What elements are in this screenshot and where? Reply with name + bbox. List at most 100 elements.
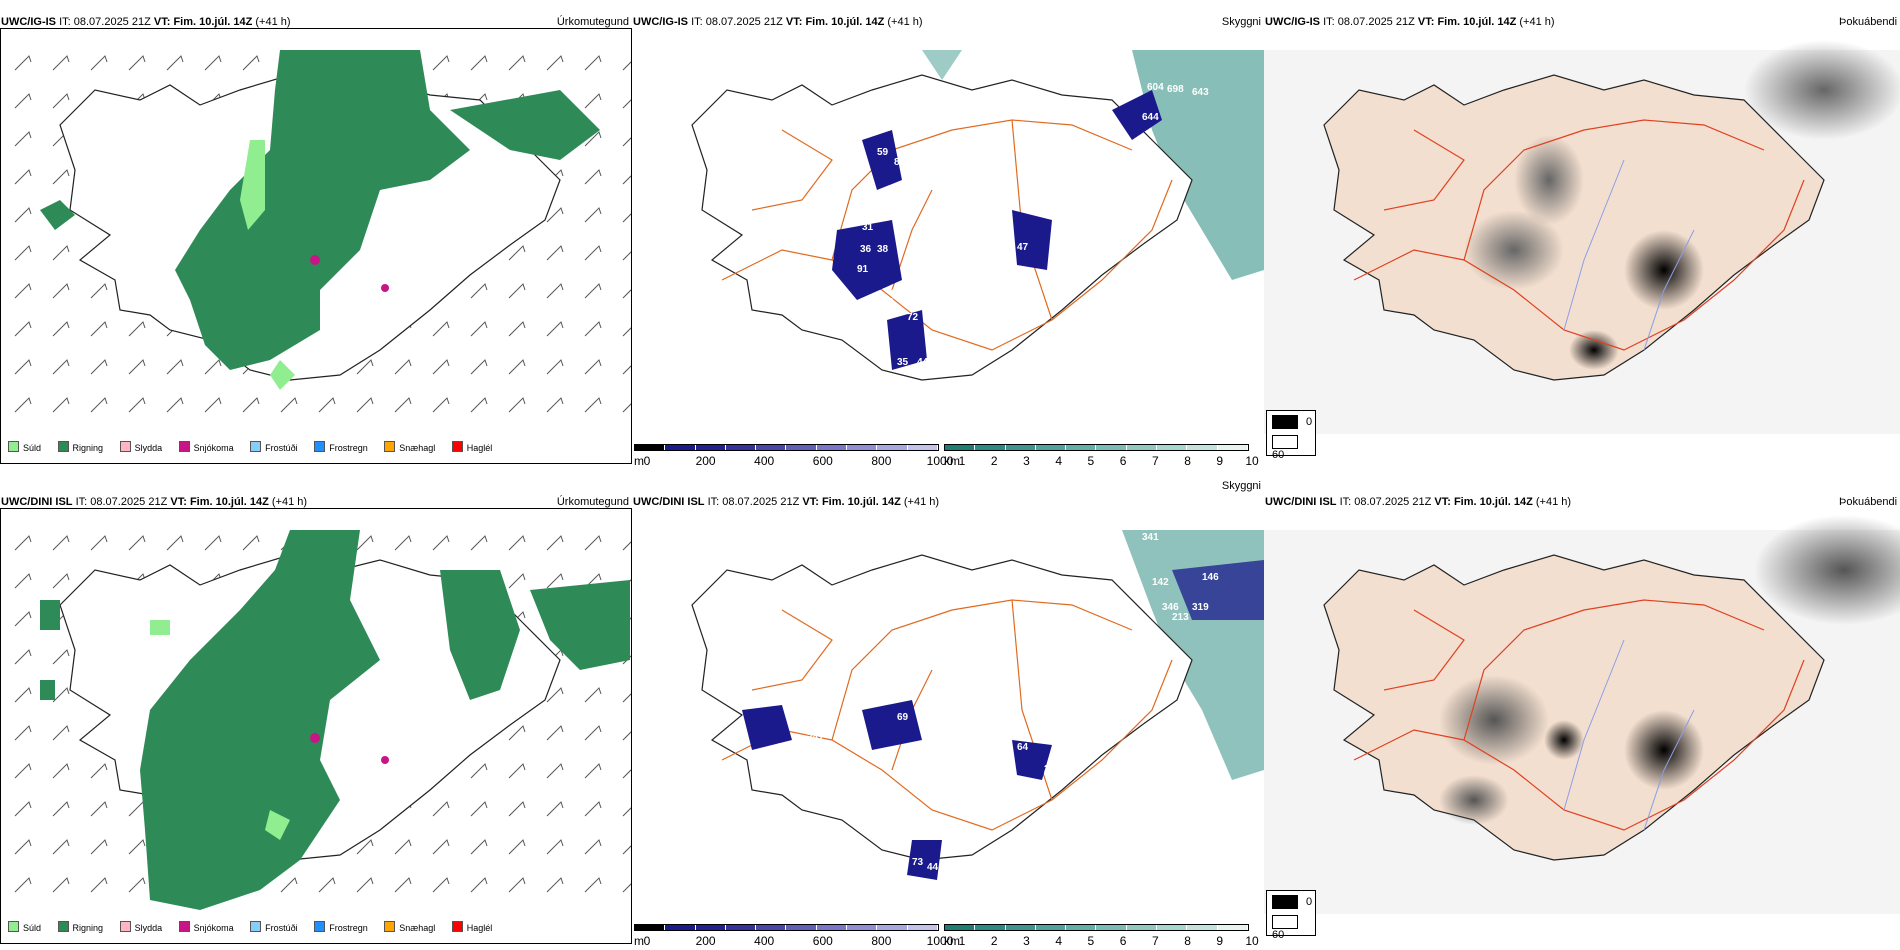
wind-barb-icon	[546, 245, 564, 261]
wind-barb-icon	[622, 175, 631, 185]
tick-label: 8	[1184, 454, 1191, 468]
wind-barb-icon	[128, 55, 146, 71]
wind-barb-icon	[622, 213, 631, 223]
tick-label: 600	[812, 934, 833, 948]
tick-label: 1000	[926, 934, 954, 948]
wind-barb-icon	[622, 883, 631, 893]
cloud-base-value: 46	[842, 762, 854, 773]
cloud-base-value: 44	[917, 357, 929, 368]
wind-barb-icon	[14, 283, 32, 299]
wind-barb-icon	[14, 245, 32, 261]
legend-item: Slydda	[119, 441, 162, 453]
wind-barb-icon	[14, 573, 32, 589]
cloud-base-value: 191	[777, 742, 794, 753]
snow-area	[310, 733, 389, 764]
cloud-base-value: 72	[907, 312, 919, 323]
wind-barb-icon	[432, 839, 450, 855]
cloud-base-value: 69	[897, 712, 909, 723]
cloud-base-value: 241	[807, 732, 824, 743]
wind-barb-icon	[90, 763, 108, 779]
km-unit: km	[944, 934, 960, 948]
wind-barb-icon	[584, 535, 602, 551]
wind-barb-icon	[14, 535, 32, 551]
wind-barb-icon	[622, 99, 631, 109]
wind-barb-icon	[14, 93, 32, 109]
cloud-base-value: 58	[797, 712, 809, 723]
wind-barb-icon	[356, 535, 374, 551]
legend-item: Slydda	[119, 921, 162, 933]
wind-barb-icon	[622, 541, 631, 551]
wind-barb-icon	[242, 397, 260, 413]
wind-barb-icon	[584, 207, 602, 223]
cloud-base-value: 213	[1172, 612, 1189, 623]
road-network	[1353, 119, 1805, 351]
wind-barb-icon	[14, 207, 32, 223]
wind-barb-icon	[128, 321, 146, 337]
tick-label: 9	[1216, 934, 1224, 948]
wind-barb-icon	[508, 877, 526, 893]
wind-barb-icon	[356, 839, 374, 855]
cloud-base-value: 91	[857, 264, 869, 275]
wind-barb-icon	[166, 359, 184, 375]
tick-label: 1	[958, 934, 966, 948]
cloud-base-value: 643	[1192, 87, 1209, 98]
m-unit: m	[634, 934, 644, 948]
cloud-base-value: 432	[1112, 77, 1129, 88]
cloud-key: 0 60	[1266, 410, 1316, 461]
rain-area	[40, 530, 630, 910]
wind-barb-icon	[204, 55, 222, 71]
wind-barb-icon	[52, 877, 70, 893]
low-cloud-areas	[832, 90, 1162, 370]
tick-label: 6	[1119, 454, 1127, 468]
wind-barb-icon	[14, 649, 32, 665]
wind-barb-icon	[432, 801, 450, 817]
cloud-base-value: 84	[902, 132, 914, 143]
cloud-base-value: 73	[912, 857, 924, 868]
cloud-base-value: 31	[862, 222, 874, 233]
wind-barb-icon	[14, 725, 32, 741]
wind-barb-icon	[584, 763, 602, 779]
wind-barb-icon	[584, 93, 602, 109]
wind-barb-icon	[52, 725, 70, 741]
wind-barb-icon	[394, 877, 412, 893]
tick-label: 7	[1151, 454, 1159, 468]
wind-barb-icon	[546, 877, 564, 893]
wind-barb-icon	[622, 365, 631, 375]
panel-header: UWC/IG-IS IT: 08.07.2025 21Z VT: Fim. 10…	[1, 16, 291, 28]
wind-barb-icon	[90, 283, 108, 299]
precip-map	[14, 50, 631, 413]
wind-barb-icon	[546, 573, 564, 589]
wind-barb-icon	[546, 397, 564, 413]
panel-title: Skyggni	[1221, 480, 1261, 492]
wind-barb-icon	[52, 397, 70, 413]
wind-barb-icon	[242, 535, 260, 551]
m-unit: m	[634, 454, 644, 468]
wind-barb-icon	[508, 839, 526, 855]
wind-barb-icon	[584, 397, 602, 413]
wind-barb-icon	[242, 55, 260, 71]
cloud-base-value: 683	[877, 297, 894, 308]
tick-label: 7	[1151, 934, 1159, 948]
wind-barb-icon	[356, 397, 374, 413]
tick-label: 400	[754, 454, 775, 468]
cloud-base-value: 319	[1192, 602, 1209, 613]
wind-barb-icon	[52, 93, 70, 109]
tick-label: 6	[1119, 934, 1127, 948]
cloud-base-value: 346	[1162, 602, 1179, 613]
cloud-base-value: 38	[877, 244, 889, 255]
precip-panel-bottom: UWC/DINI ISL IT: 08.07.2025 21Z VT: Fim.…	[0, 494, 632, 944]
wind-barb-icon	[14, 397, 32, 413]
tick-label: 400	[754, 934, 775, 948]
m-colorbar	[634, 444, 939, 451]
wind-barb-icon	[90, 321, 108, 337]
cloud-base-value: 66	[932, 222, 944, 233]
wind-barb-icon	[14, 687, 32, 703]
cloud-base-value: 47	[1017, 242, 1029, 253]
cloud-base-value: 63	[922, 237, 934, 248]
cloud-base-value: 64	[1017, 742, 1029, 753]
cloud-base-value: 142	[1152, 577, 1169, 588]
cloud-base-panel-top: UWC/IG-IS IT: 08.07.2025 21Z VT: Fim. 10…	[632, 14, 1264, 468]
cloud-base-value: 20	[1042, 282, 1054, 293]
cloud-cover-map	[1264, 40, 1900, 434]
